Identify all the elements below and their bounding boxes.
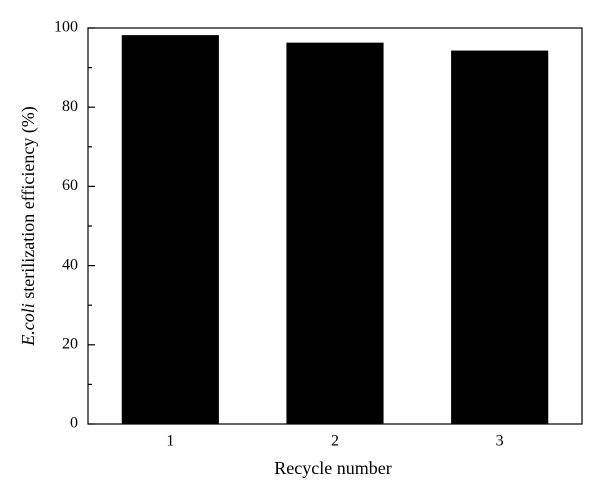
x-tick-label: 3 [496,433,504,450]
y-axis-title-part: E.coli [18,303,38,347]
x-axis-title: Recycle number [274,458,391,478]
y-axis-title-part: sterilization efficiency (%) [18,106,39,303]
x-tick-label: 1 [166,433,174,450]
y-tick-label: 20 [62,335,78,352]
y-tick-label: 80 [62,98,78,115]
y-axis-title: E.coli sterilization efficiency (%) [18,106,39,347]
y-tick-label: 40 [62,256,78,273]
bar [286,42,384,424]
y-tick-label: 0 [70,415,78,432]
bar [451,50,549,425]
y-tick-label: 100 [54,19,78,36]
bar [121,35,219,425]
y-tick-label: 60 [62,177,78,194]
x-tick-label: 2 [331,433,339,450]
